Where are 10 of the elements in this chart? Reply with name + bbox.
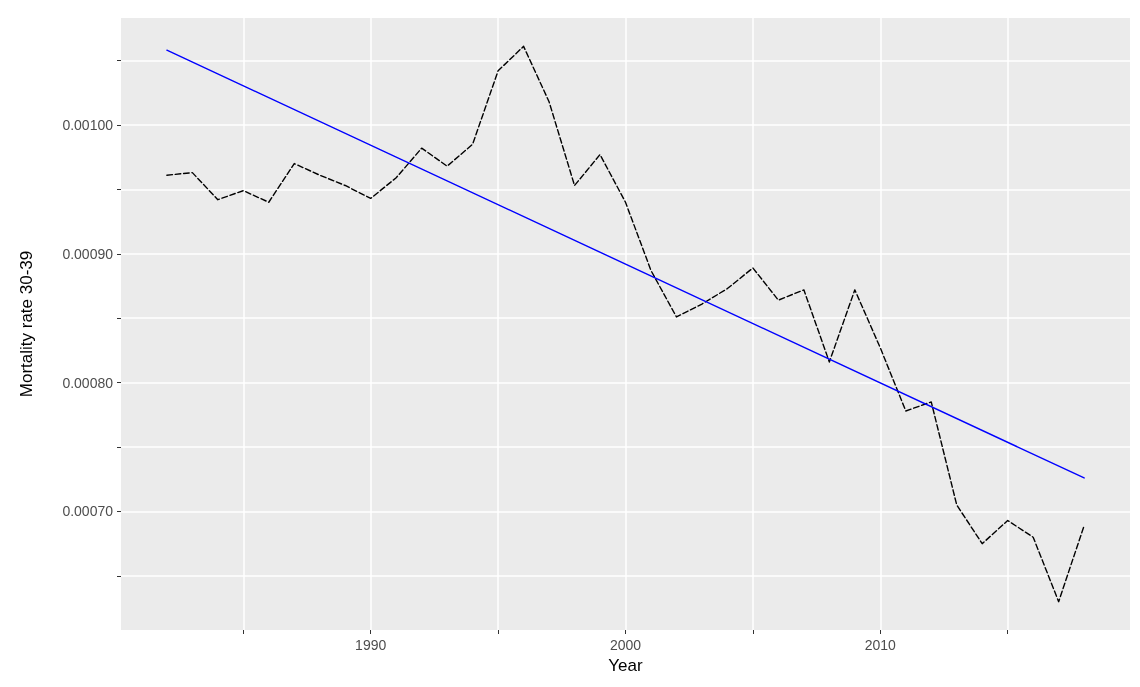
y-tick-label: 0.00100 [62,116,114,133]
x-tick-label: 2010 [864,637,897,653]
y-tick-label: 0.00080 [62,374,114,391]
line-series [166,45,1085,603]
x-tick-label: 1990 [355,637,387,653]
y-tick-label: 0.00090 [62,245,114,262]
x-tick-label: 2000 [609,637,642,653]
y-axis-title: Mortality rate 30-39 [17,250,36,398]
x-axis-title: Year [608,655,644,675]
y-tick-label: 0.00070 [62,503,114,520]
